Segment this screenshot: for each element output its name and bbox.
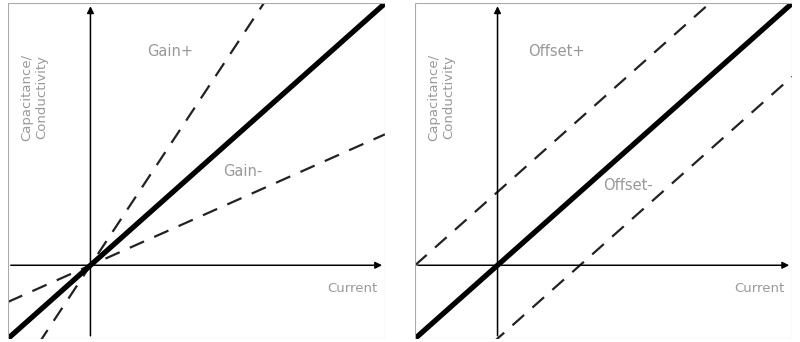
Text: Current: Current xyxy=(734,281,785,294)
Text: Gain+: Gain+ xyxy=(147,44,194,58)
Text: Capacitance/
Conductivity: Capacitance/ Conductivity xyxy=(20,54,48,141)
Text: Capacitance/
Conductivity: Capacitance/ Conductivity xyxy=(427,54,455,141)
Text: Current: Current xyxy=(327,281,378,294)
Text: Offset+: Offset+ xyxy=(528,44,585,58)
Text: Offset-: Offset- xyxy=(603,178,654,193)
Text: Gain-: Gain- xyxy=(223,164,262,179)
